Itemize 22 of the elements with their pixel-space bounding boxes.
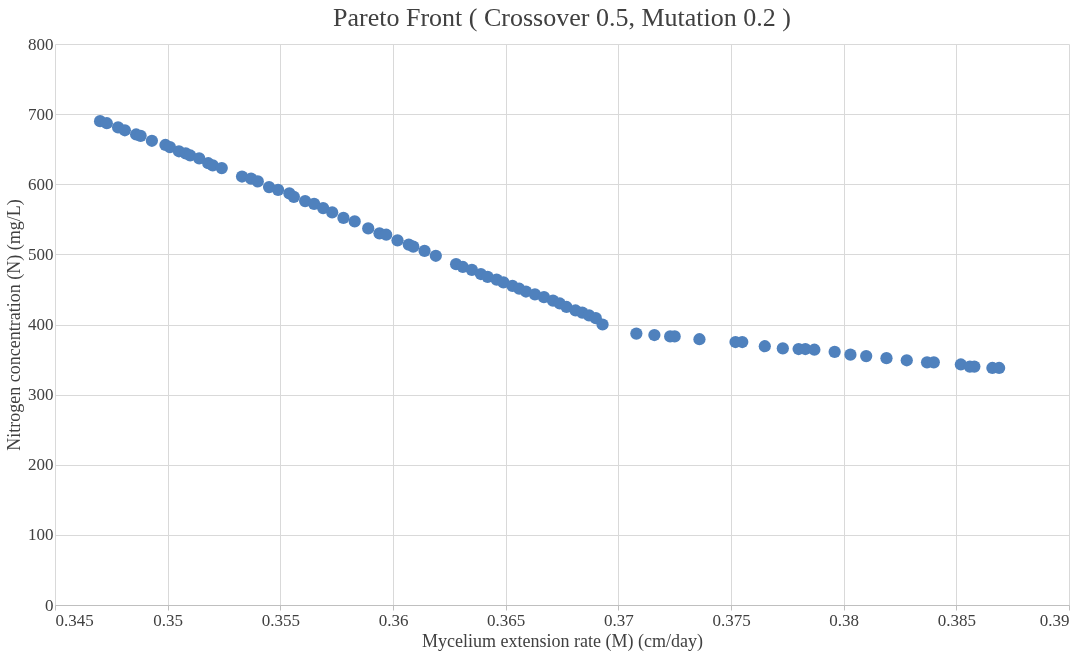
x-tick-label: 0.37 [603, 610, 635, 630]
x-tick-label: 0.38 [829, 610, 860, 630]
x-tick-label: 0.345 [55, 610, 94, 630]
x-tick-label: 0.375 [712, 610, 751, 630]
y-tick-label: 0 [45, 595, 54, 615]
y-tick-label: 400 [28, 315, 54, 334]
y-tick-label: 200 [28, 455, 54, 475]
y-tick-label: 100 [28, 525, 54, 545]
x-tick-label: 0.39 [1039, 610, 1070, 630]
y-tick-label: 700 [28, 104, 54, 124]
x-axis-title: Mycelium extension rate (M) (cm/day) [422, 630, 703, 652]
y-tick-label: 600 [28, 174, 54, 194]
y-axis-title: Nitrogen concentration (N) (mg/L) [4, 199, 25, 451]
y-tick-label: 300 [28, 385, 54, 405]
x-tick-label: 0.36 [378, 610, 409, 630]
x-tick-label: 0.385 [937, 610, 976, 630]
y-tick-label: 500 [28, 244, 54, 264]
x-tick-label: 0.35 [153, 610, 184, 630]
y-tick-label: 800 [28, 34, 54, 54]
x-tick-label: 0.365 [487, 610, 526, 630]
chart-title: Pareto Front ( Crossover 0.5, Mutation 0.2 ) [333, 3, 791, 32]
x-tick-label: 0.355 [261, 610, 300, 630]
